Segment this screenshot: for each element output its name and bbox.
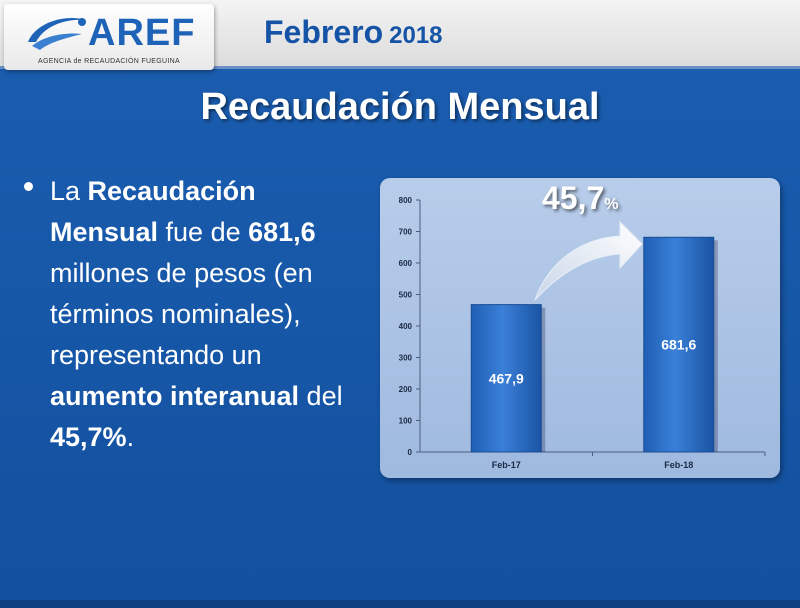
y-tick-label: 300 [399, 354, 413, 363]
bullet-part: fue de [158, 217, 249, 247]
bullet-bold: Recaudación Mensual [50, 176, 256, 247]
bar-data-label: 681,6 [661, 337, 696, 353]
y-tick-label: 700 [399, 228, 413, 237]
bottom-strip [0, 600, 800, 608]
growth-percent-sign: % [604, 196, 619, 213]
chart-panel: 0 100 200 300 400 500 600 700 800 Feb-17 Feb-18 46… [380, 178, 780, 478]
bullet-part: del [299, 381, 343, 411]
bullet-part: millones de pesos (en términos nominales… [50, 258, 313, 370]
y-tick-label: 100 [399, 417, 413, 426]
bullet-bold: 45,7% [50, 422, 127, 452]
bullet-bold: 681,6 [248, 217, 316, 247]
bar-data-label: 467,9 [489, 370, 524, 386]
aref-logo: AREF AGENCIA de RECAUDACIÓN FUEGUINA [4, 4, 214, 70]
bullet-text: La Recaudación Mensual fue de 681,6 mill… [50, 171, 370, 458]
x-tick-label: Feb-18 [664, 460, 693, 470]
logo-text: AREF [88, 12, 196, 54]
header-title: Febrero 2018 [264, 14, 443, 51]
growth-number: 45,7 [542, 180, 605, 216]
y-tick-label: 500 [399, 291, 413, 300]
x-tick-label: Feb-17 [492, 460, 521, 470]
bar [470, 304, 542, 453]
growth-arrow-icon [534, 220, 643, 301]
logo-subtitle: AGENCIA de RECAUDACIÓN FUEGUINA [38, 58, 180, 65]
header-month: Febrero [264, 14, 384, 50]
bar [643, 236, 715, 453]
growth-annotation: 45,7% [542, 180, 619, 217]
bullet-part: La [50, 176, 88, 206]
bullet-icon [24, 182, 33, 191]
y-tick-label: 800 [399, 196, 413, 205]
header-year: 2018 [389, 22, 443, 49]
bar-chart: 0 100 200 300 400 500 600 700 800 Feb-17 Feb-18 46… [399, 196, 766, 470]
bullet-bold: aumento interanual [50, 381, 300, 411]
y-tick-label: 0 [408, 448, 413, 457]
y-tick-label: 600 [399, 259, 413, 268]
slide-title: Recaudación Mensual [200, 86, 600, 128]
swirl-logo-icon [28, 18, 86, 50]
y-tick-label: 200 [399, 385, 413, 394]
y-tick-label: 400 [399, 322, 413, 331]
bullet-part: . [126, 422, 135, 452]
